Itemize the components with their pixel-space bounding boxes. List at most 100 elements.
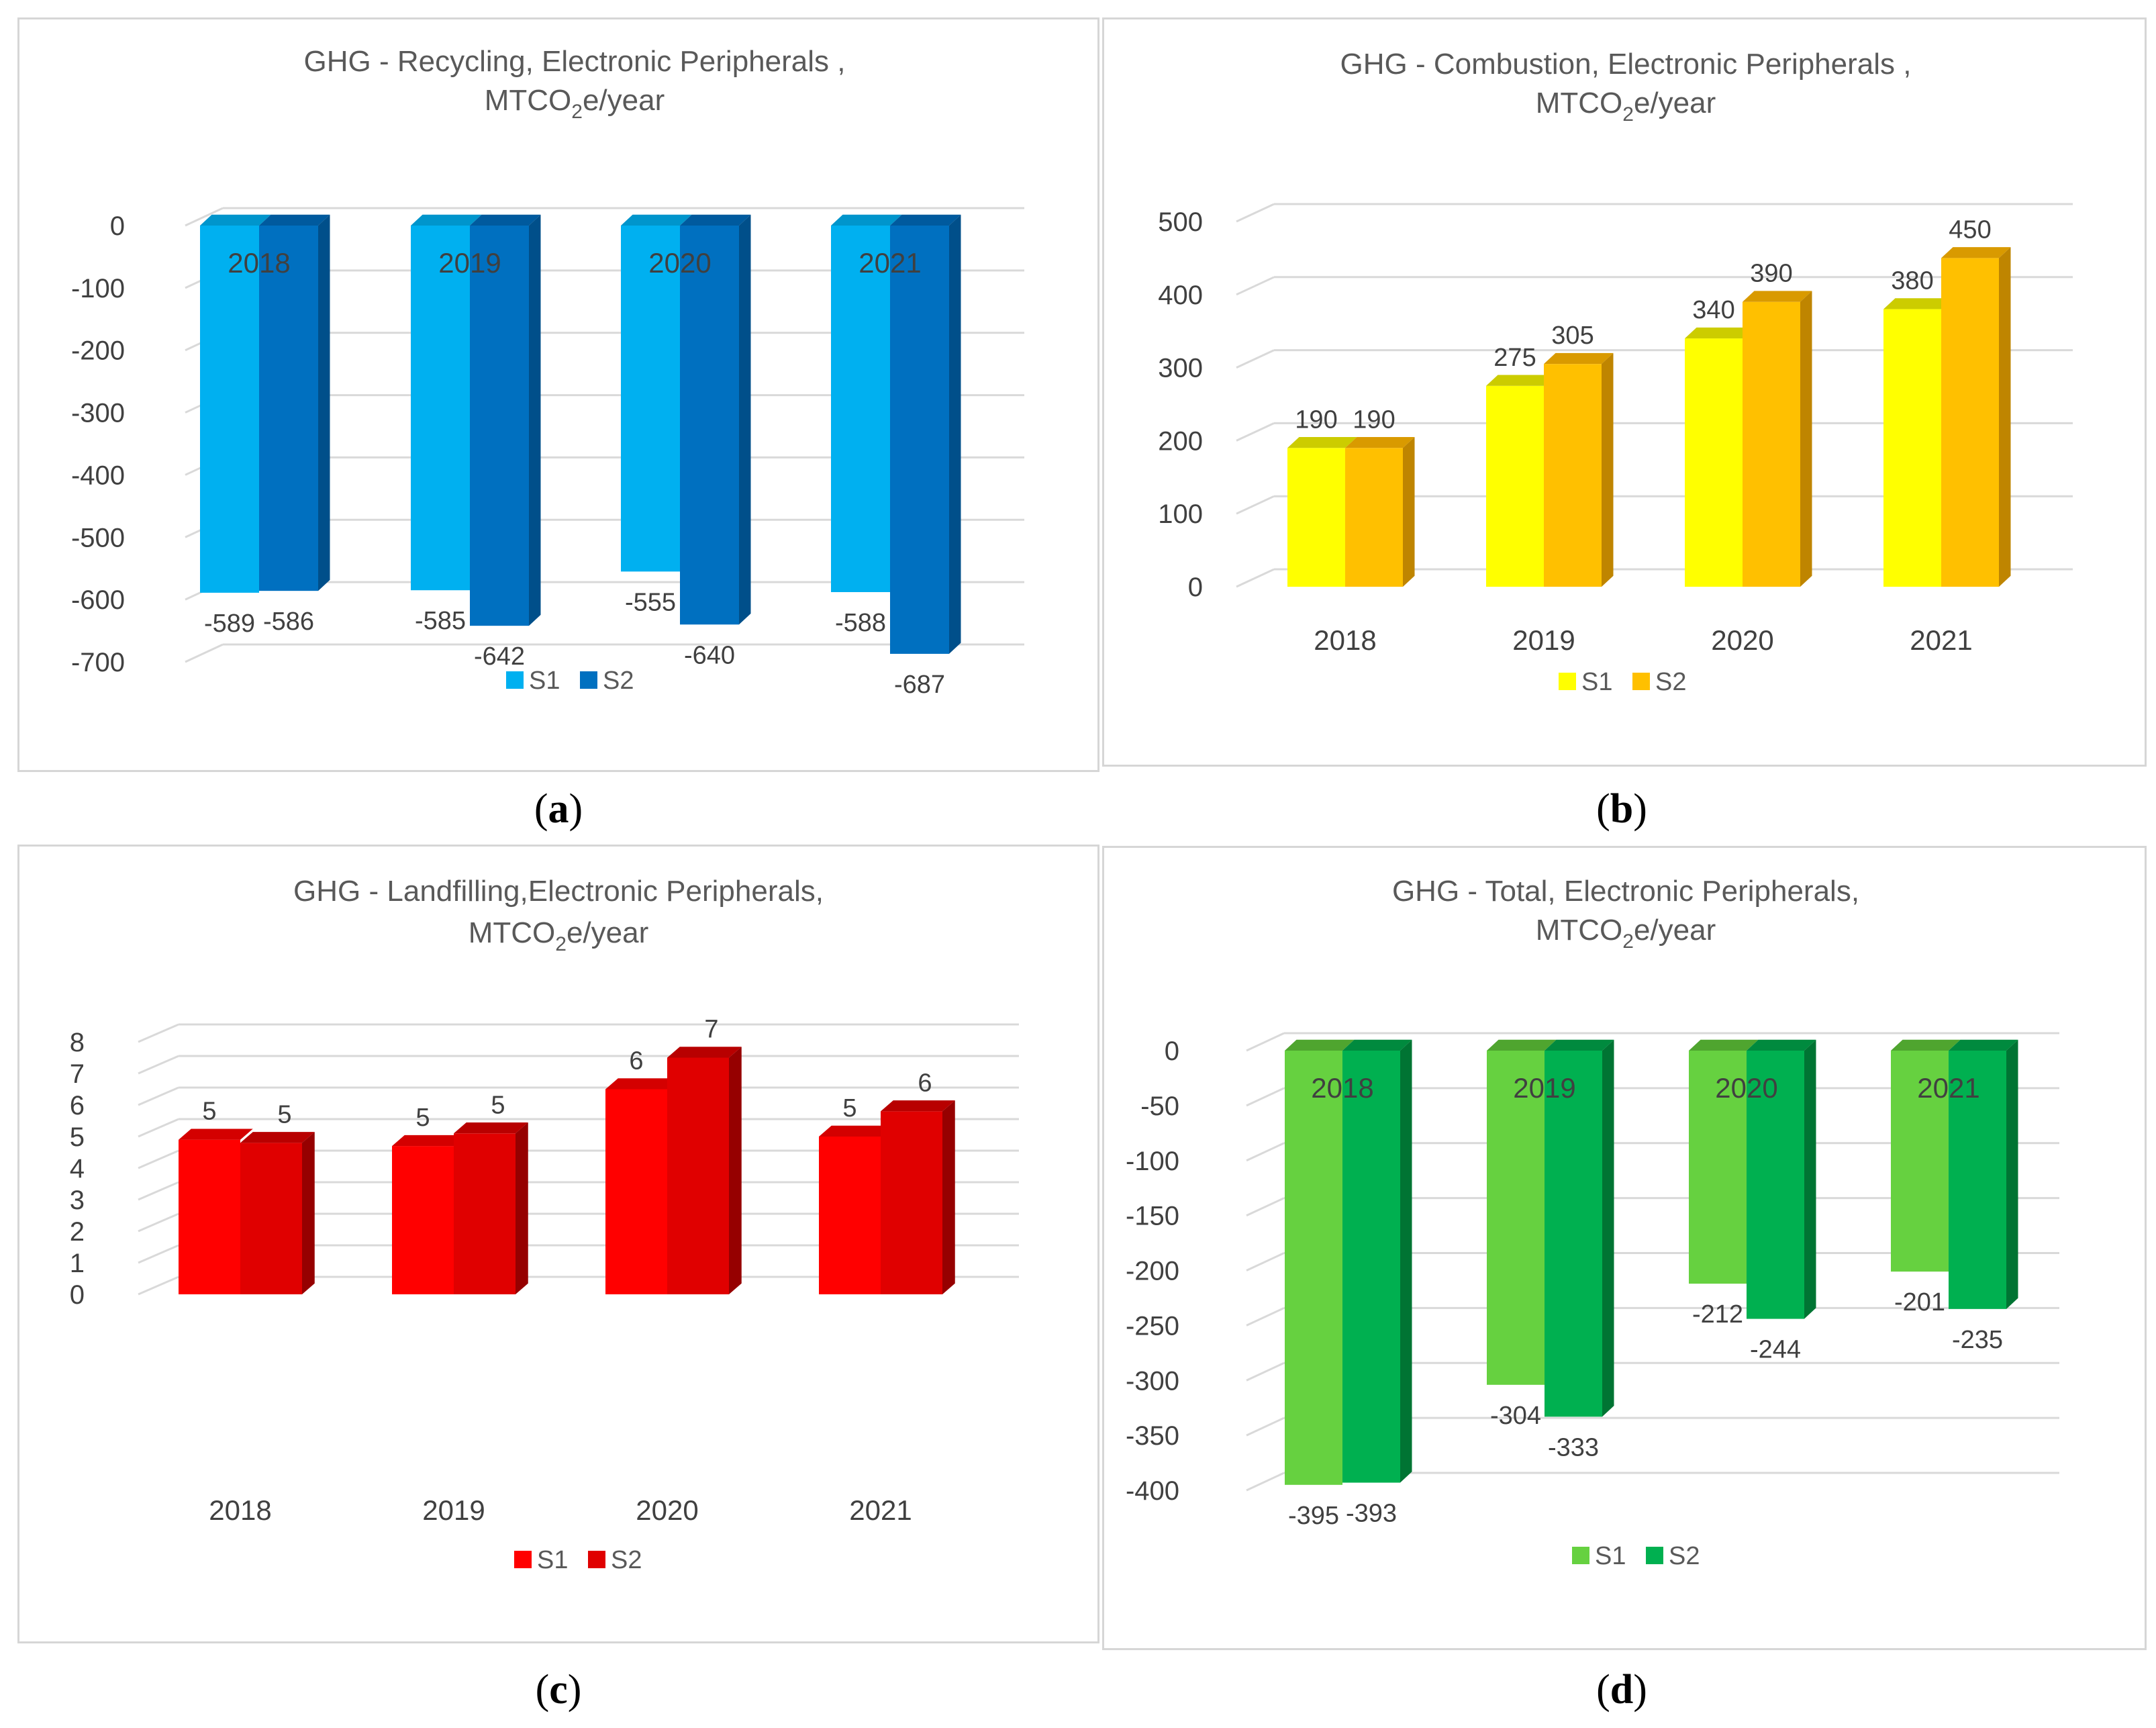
- y-tick-label: 2: [70, 1217, 85, 1247]
- bar-top-face: [1342, 1039, 1412, 1051]
- gridline-diagonal: [185, 643, 224, 663]
- gridline-diagonal: [1246, 1417, 1285, 1437]
- gridline-diagonal: [138, 1149, 179, 1169]
- data-label: -586: [263, 608, 314, 636]
- bar-top-face: [1486, 375, 1556, 386]
- data-label: -235: [1952, 1326, 2003, 1354]
- bar-s1: [819, 1137, 881, 1294]
- data-label: -201: [1894, 1288, 1945, 1316]
- gridline-diagonal: [138, 1055, 179, 1075]
- legend-label: S2: [1669, 1542, 1700, 1570]
- data-label: -212: [1692, 1300, 1743, 1329]
- gridline-diagonal: [1236, 495, 1275, 515]
- y-tick-label: 500: [1158, 207, 1203, 237]
- bar-side-face: [516, 1122, 528, 1294]
- bar-top-face: [1941, 247, 2011, 258]
- title-unit-sub: 2: [1622, 930, 1634, 953]
- legend-swatch-s1: [514, 1551, 532, 1568]
- data-label: -588: [835, 609, 886, 637]
- gridline-diagonal: [1236, 422, 1275, 442]
- title-unit-pre: MTCO: [1536, 914, 1623, 947]
- bar-s1: [411, 226, 470, 591]
- caption-b: (b): [1596, 786, 1647, 832]
- legend-label: S1: [1595, 1542, 1626, 1570]
- bar-top-face: [1487, 1039, 1557, 1051]
- legend-swatch-s2: [1632, 673, 1650, 690]
- title-unit-post: e/year: [583, 84, 665, 117]
- bar-s2: [259, 226, 318, 591]
- y-tick-label: -300: [71, 399, 125, 428]
- data-label: 390: [1750, 260, 1792, 288]
- bar-s2: [680, 226, 739, 625]
- bar-top-face: [200, 214, 271, 226]
- title-unit-sub: 2: [1622, 103, 1634, 126]
- category-label: 2019: [1513, 1072, 1575, 1104]
- y-tick-label: 0: [1165, 1037, 1179, 1066]
- bar-top-face: [667, 1047, 742, 1058]
- caption-c: (c): [535, 1667, 582, 1713]
- legend-swatch-s2: [588, 1551, 605, 1568]
- bar-s2: [667, 1057, 729, 1294]
- title-unit-pre: MTCO: [469, 916, 556, 949]
- bar-side-face: [729, 1047, 742, 1294]
- bar-s2: [454, 1133, 516, 1294]
- bar-s2: [470, 226, 529, 626]
- y-tick-label: 7: [70, 1059, 85, 1089]
- bar-side-face: [1602, 352, 1614, 587]
- bar-side-face: [1800, 291, 1812, 587]
- data-label: -395: [1288, 1502, 1339, 1530]
- data-label: 6: [918, 1069, 932, 1097]
- gridline-diagonal: [1236, 349, 1275, 369]
- bar-top-face: [680, 214, 751, 226]
- legend-label: S2: [603, 667, 634, 695]
- bar-s2: [1544, 364, 1602, 587]
- legend-swatch-s2: [580, 671, 597, 689]
- caption-d: (d): [1596, 1667, 1647, 1713]
- chart-combustion: GHG - Combustion, Electronic Peripherals…: [1158, 48, 2073, 696]
- gridline-diagonal: [1236, 276, 1275, 296]
- caption-a: (a): [534, 786, 583, 832]
- data-label: 305: [1551, 322, 1594, 350]
- bar-top-face: [1891, 1039, 1961, 1051]
- chart-title: GHG - Combustion, Electronic Peripherals…: [1340, 48, 1912, 81]
- bar-side-face: [942, 1100, 955, 1294]
- title-unit-post: e/year: [1634, 87, 1716, 119]
- bar-s1: [1487, 1051, 1545, 1385]
- data-label: -642: [474, 642, 525, 671]
- data-label: 380: [1891, 267, 1933, 295]
- category-label: 2021: [849, 1494, 912, 1526]
- data-label: 5: [202, 1098, 216, 1126]
- data-label: -333: [1548, 1433, 1599, 1461]
- data-label: 5: [277, 1100, 291, 1129]
- bar-s2: [1949, 1051, 2006, 1309]
- y-tick-label: -350: [1126, 1421, 1179, 1451]
- category-label: 2020: [1711, 624, 1773, 656]
- data-label: 190: [1353, 405, 1395, 434]
- gridline-diagonal: [1246, 1142, 1285, 1162]
- y-tick-label: -400: [1126, 1476, 1179, 1506]
- chart-recycling: GHG - Recycling, Electronic Peripherals …: [71, 45, 1024, 699]
- gridline-diagonal: [138, 1118, 179, 1138]
- chart-title-unit: MTCO2e/year: [485, 84, 665, 123]
- bar-top-face: [621, 214, 692, 226]
- chart-title-unit: MTCO2e/year: [1536, 87, 1716, 126]
- chart-title: GHG - Landfilling,Electronic Peripherals…: [293, 875, 824, 908]
- title-unit-pre: MTCO: [1536, 87, 1623, 119]
- y-tick-label: -500: [71, 523, 125, 553]
- data-label: 5: [842, 1094, 856, 1122]
- y-tick-label: 0: [110, 211, 125, 241]
- legend-label: S1: [1581, 668, 1612, 696]
- title-unit-pre: MTCO: [485, 84, 572, 117]
- y-tick-label: 400: [1158, 281, 1203, 310]
- title-unit-post: e/year: [567, 916, 648, 949]
- category-label: 2020: [636, 1494, 698, 1526]
- y-tick-label: -100: [1126, 1147, 1179, 1176]
- bar-top-face: [411, 214, 482, 226]
- bar-side-face: [739, 214, 751, 625]
- chart-title: GHG - Recycling, Electronic Peripherals …: [304, 45, 846, 78]
- bar-top-face: [259, 214, 330, 226]
- bar-top-face: [1545, 1039, 1614, 1051]
- bar-s2: [1743, 301, 1800, 587]
- bar-top-face: [454, 1122, 528, 1134]
- gridline-diagonal: [1246, 1197, 1285, 1216]
